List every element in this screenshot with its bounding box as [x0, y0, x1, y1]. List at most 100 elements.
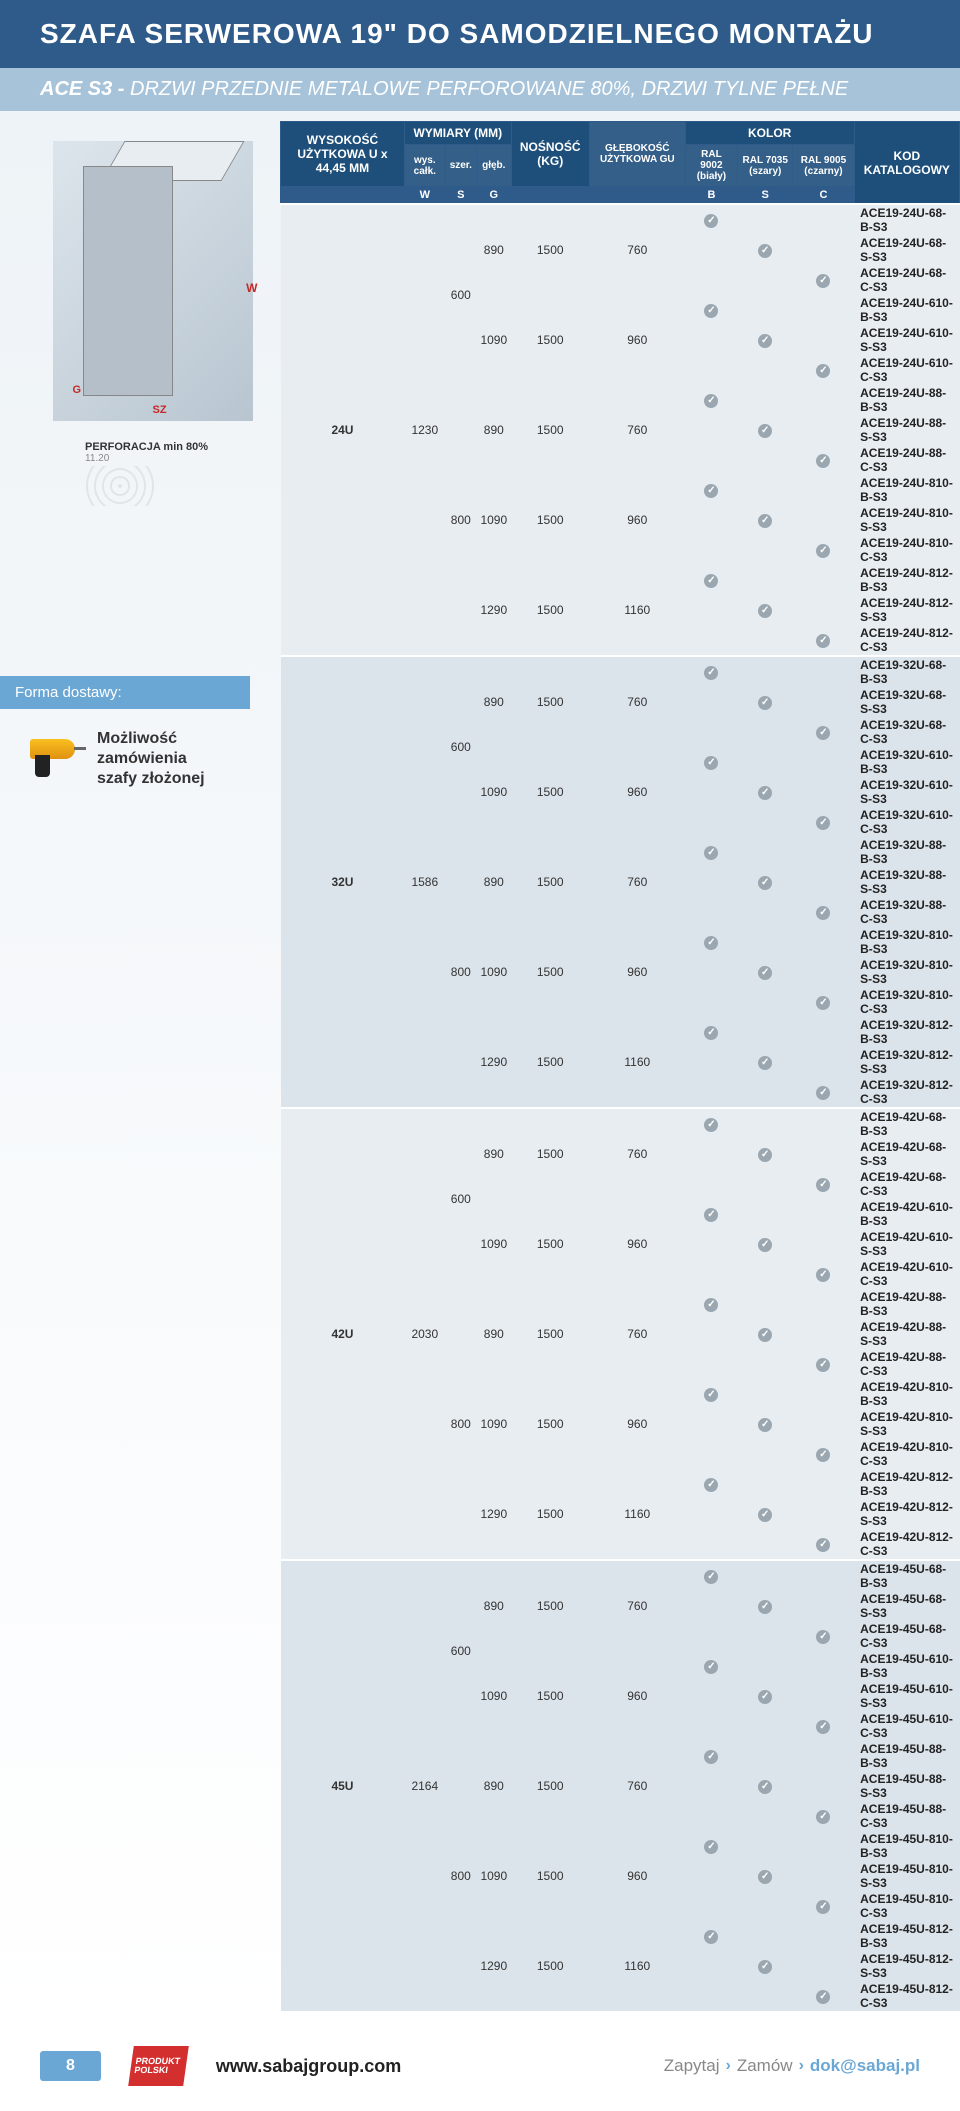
footer-email[interactable]: dok@sabaj.pl — [810, 2056, 920, 2076]
cell-gu: 760 — [589, 656, 685, 747]
cell-color-c — [793, 385, 854, 415]
dimension-g-label: G — [73, 384, 82, 396]
cell-color-b: ✓ — [685, 1921, 737, 1951]
cell-color-c: ✓ — [793, 1801, 854, 1831]
cell-gu: 960 — [589, 747, 685, 837]
cell-color-s: ✓ — [738, 415, 793, 445]
cell-color-s — [738, 1169, 793, 1199]
check-icon: ✓ — [758, 786, 772, 800]
cell-color-c — [793, 565, 854, 595]
cell-color-b — [685, 1711, 737, 1741]
cell-color-b: ✓ — [685, 1560, 737, 1591]
rack-front-face — [83, 166, 173, 396]
check-icon: ✓ — [758, 1418, 772, 1432]
cell-code: ACE19-24U-810-B-S3 — [854, 475, 959, 505]
drill-icon — [30, 739, 85, 779]
cell-color-b — [685, 1681, 737, 1711]
cell-color-c: ✓ — [793, 445, 854, 475]
cell-color-c — [793, 1108, 854, 1139]
cell-code: ACE19-45U-812-B-S3 — [854, 1921, 959, 1951]
cell-color-c — [793, 1831, 854, 1861]
check-icon: ✓ — [758, 1960, 772, 1974]
cell-color-c — [793, 1651, 854, 1681]
cell-color-c — [793, 1591, 854, 1621]
cell-color-b: ✓ — [685, 837, 737, 867]
cell-code: ACE19-32U-810-C-S3 — [854, 987, 959, 1017]
cell-color-s — [738, 1560, 793, 1591]
cell-szer: 800 — [445, 385, 476, 656]
cell-code: ACE19-32U-88-B-S3 — [854, 837, 959, 867]
check-icon: ✓ — [816, 816, 830, 830]
page-title: SZAFA SERWEROWA 19" DO SAMODZIELNEGO MON… — [0, 0, 960, 68]
cell-color-b: ✓ — [685, 565, 737, 595]
cell-load: 1500 — [511, 1469, 589, 1560]
cell-code: ACE19-42U-68-C-S3 — [854, 1169, 959, 1199]
cell-color-s: ✓ — [738, 1591, 793, 1621]
footer-zapytaj[interactable]: Zapytaj — [664, 2056, 720, 2076]
cell-color-b — [685, 1981, 737, 2011]
cell-color-s: ✓ — [738, 1681, 793, 1711]
cell-gu: 1160 — [589, 1921, 685, 2011]
check-icon: ✓ — [816, 1630, 830, 1644]
cell-code: ACE19-24U-812-C-S3 — [854, 625, 959, 656]
cell-color-b — [685, 415, 737, 445]
cell-color-s: ✓ — [738, 1771, 793, 1801]
cell-code: ACE19-24U-810-S-S3 — [854, 505, 959, 535]
cell-color-c: ✓ — [793, 987, 854, 1017]
cell-color-c — [793, 1229, 854, 1259]
check-icon: ✓ — [816, 1178, 830, 1192]
cell-color-c: ✓ — [793, 717, 854, 747]
cell-color-c — [793, 957, 854, 987]
cell-gleb: 1090 — [476, 1199, 511, 1289]
check-icon: ✓ — [816, 274, 830, 288]
cell-gu: 960 — [589, 1199, 685, 1289]
cell-code: ACE19-24U-610-B-S3 — [854, 295, 959, 325]
delivery-header: Forma dostawy: — [0, 676, 250, 709]
chevron-icon: › — [799, 2057, 804, 2075]
delivery-body: Możliwość zamówienia szafy złożonej — [30, 709, 275, 799]
delivery-section: Forma dostawy: Możliwość zamówienia szaf… — [30, 676, 275, 799]
cell-code: ACE19-32U-68-S-S3 — [854, 687, 959, 717]
cell-color-s — [738, 355, 793, 385]
cell-color-c — [793, 505, 854, 535]
cell-color-c — [793, 1741, 854, 1771]
cell-color-c: ✓ — [793, 807, 854, 837]
cell-color-s — [738, 265, 793, 295]
cell-color-b — [685, 1801, 737, 1831]
cell-color-b — [685, 897, 737, 927]
cell-code: ACE19-24U-68-B-S3 — [854, 204, 959, 235]
cell-code: ACE19-45U-810-C-S3 — [854, 1891, 959, 1921]
table-body: 24U12306008901500760✓ACE19-24U-68-B-S3✓A… — [281, 204, 960, 2011]
footer-url[interactable]: www.sabajgroup.com — [216, 2056, 401, 2077]
check-icon: ✓ — [704, 1298, 718, 1312]
cell-color-c — [793, 1499, 854, 1529]
cell-color-b — [685, 325, 737, 355]
cell-color-b: ✓ — [685, 204, 737, 235]
check-icon: ✓ — [704, 936, 718, 950]
cell-color-s — [738, 1891, 793, 1921]
cell-szer: 600 — [445, 1108, 476, 1289]
cell-color-b — [685, 1139, 737, 1169]
cell-color-s — [738, 927, 793, 957]
cell-color-b — [685, 505, 737, 535]
cell-color-s — [738, 445, 793, 475]
cell-color-c — [793, 1469, 854, 1499]
check-icon: ✓ — [758, 1328, 772, 1342]
footer-zamow[interactable]: Zamów — [737, 2056, 793, 2076]
cell-color-b: ✓ — [685, 1017, 737, 1047]
th-c2: RAL 7035 (szary) — [738, 145, 793, 187]
cell-u: 24U — [281, 204, 405, 656]
rack-illustration: W SZ G — [53, 141, 253, 421]
cell-color-c — [793, 1861, 854, 1891]
cell-gleb: 1290 — [476, 565, 511, 656]
cell-code: ACE19-45U-68-B-S3 — [854, 1560, 959, 1591]
cell-color-b — [685, 1439, 737, 1469]
cell-color-b — [685, 625, 737, 656]
check-icon: ✓ — [758, 966, 772, 980]
cell-color-s — [738, 837, 793, 867]
footer-links: Zapytaj › Zamów › dok@sabaj.pl — [664, 2056, 920, 2076]
cell-code: ACE19-24U-812-B-S3 — [854, 565, 959, 595]
cell-code: ACE19-24U-88-S-S3 — [854, 415, 959, 445]
cell-code: ACE19-32U-810-B-S3 — [854, 927, 959, 957]
cell-color-b — [685, 595, 737, 625]
